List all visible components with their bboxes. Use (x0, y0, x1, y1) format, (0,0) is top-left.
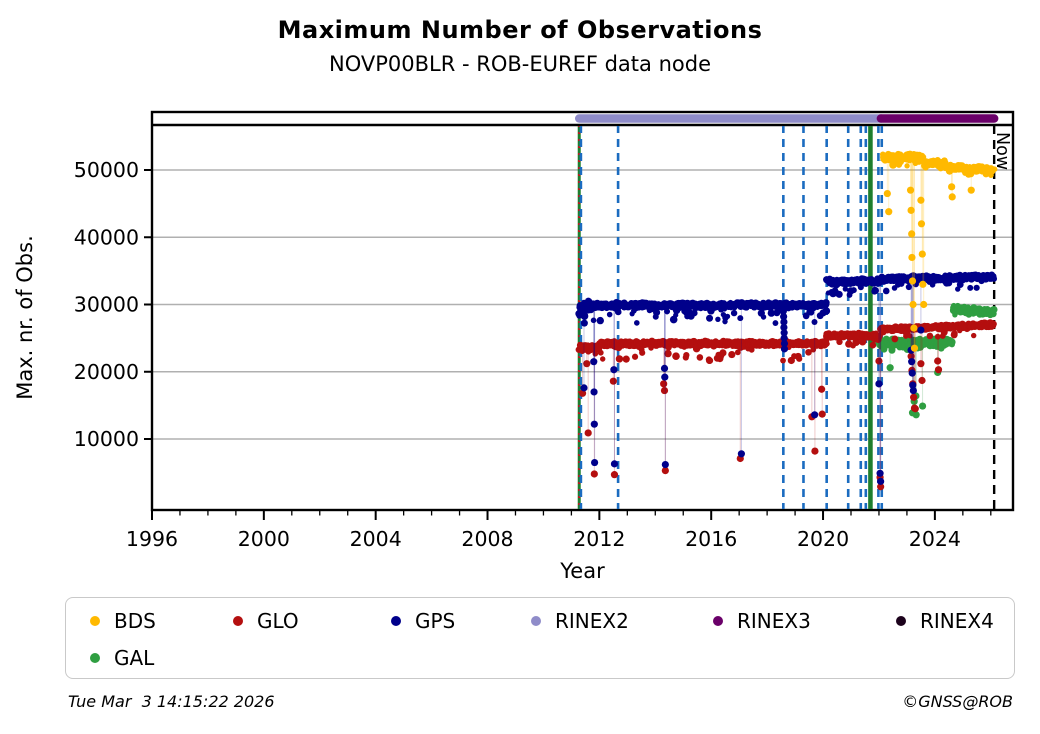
svg-text:2024: 2024 (909, 527, 961, 551)
copyright-text: ©GNSS@ROB (902, 692, 1013, 711)
legend-item-rinex3: RINEX3 (713, 607, 811, 635)
rinex3-dot-icon (713, 616, 723, 626)
legend-label: GLO (257, 609, 299, 633)
svg-text:2000: 2000 (238, 527, 290, 551)
legend-item-bds: BDS (90, 607, 156, 635)
legend-label: GAL (114, 646, 155, 670)
svg-text:2004: 2004 (350, 527, 402, 551)
legend-label: BDS (114, 609, 156, 633)
svg-text:2016: 2016 (685, 527, 737, 551)
timestamp-text: Tue Mar 3 14:15:22 2026 (68, 692, 275, 711)
rinex4-dot-icon (896, 616, 906, 626)
svg-text:2012: 2012 (573, 527, 625, 551)
glo-dot-icon (233, 616, 243, 626)
legend-item-rinex4: RINEX4 (896, 607, 994, 635)
svg-text:40000: 40000 (74, 225, 139, 249)
legend-label: RINEX3 (737, 609, 811, 633)
svg-text:2008: 2008 (461, 527, 513, 551)
gal-dot-icon (90, 653, 100, 663)
bds-dot-icon (90, 616, 100, 626)
legend-item-gal: GAL (90, 644, 154, 672)
now-label: Now (992, 132, 1012, 170)
gps-dot-icon (391, 616, 401, 626)
legend-item-rinex2: RINEX2 (531, 607, 629, 635)
svg-text:10000: 10000 (74, 427, 139, 451)
svg-text:2020: 2020 (797, 527, 849, 551)
svg-text:20000: 20000 (74, 360, 139, 384)
svg-text:Year: Year (559, 559, 605, 583)
rinex2-dot-icon (531, 616, 541, 626)
legend-label: RINEX4 (920, 609, 994, 633)
legend-label: RINEX2 (555, 609, 629, 633)
svg-text:1996: 1996 (126, 527, 178, 551)
svg-text:30000: 30000 (74, 293, 139, 317)
legend-item-glo: GLO (233, 607, 299, 635)
legend-item-gps: GPS (391, 607, 455, 635)
legend-box: BDS GLO GPS RINEX2 RINEX3 RINEX4 GAL (65, 597, 1015, 679)
legend-label: GPS (415, 609, 456, 633)
svg-text:50000: 50000 (74, 158, 139, 182)
svg-text:Max. nr. of Obs.: Max. nr. of Obs. (13, 235, 37, 400)
